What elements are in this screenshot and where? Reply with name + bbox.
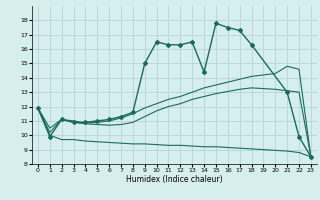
X-axis label: Humidex (Indice chaleur): Humidex (Indice chaleur) [126,175,223,184]
